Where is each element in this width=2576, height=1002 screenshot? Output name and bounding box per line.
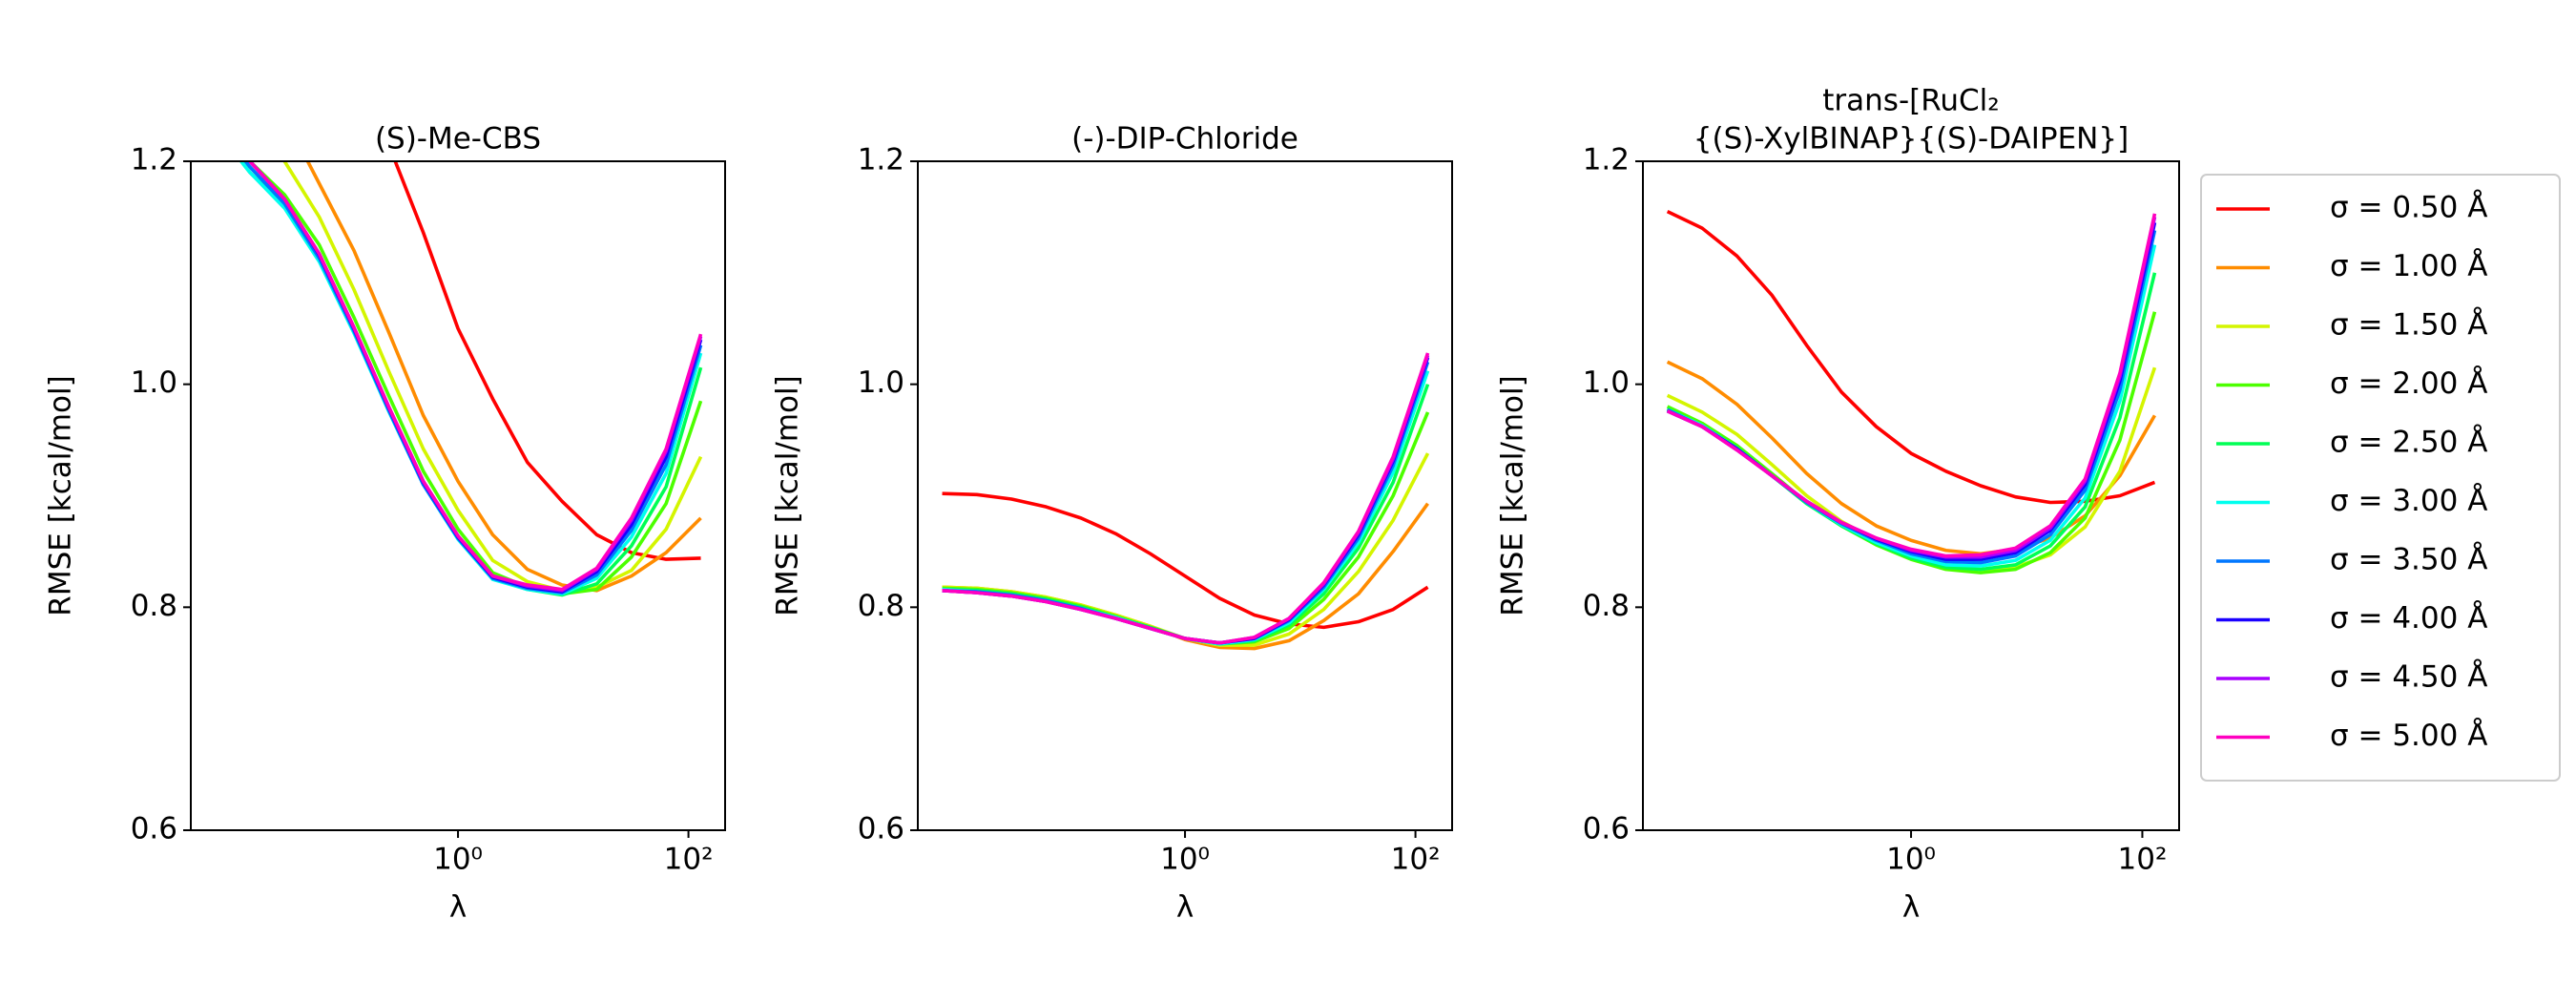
plot-area: [1666, 209, 2157, 574]
y-tick-label: 0.8: [131, 589, 177, 623]
axes-frame: [1642, 160, 2180, 831]
x-tick-label: 10²: [2118, 843, 2168, 877]
legend-frame: [2200, 174, 2561, 782]
plot-area: [942, 352, 1430, 651]
x-tick-label: 10⁰: [1886, 843, 1936, 877]
series-line: [1666, 213, 2157, 558]
series-line: [942, 384, 1430, 646]
legend-label: σ = 2.00 Å: [2330, 366, 2487, 401]
series-line: [942, 370, 1430, 646]
series-line: [247, 161, 703, 592]
series-line: [942, 491, 1429, 630]
series-line: [1666, 217, 2157, 559]
series-line: [305, 161, 702, 593]
y-axis-label: RMSE [kcal/mol]: [1496, 375, 1530, 616]
y-tick-label: 1.2: [858, 143, 904, 177]
y-tick-label: 1.2: [131, 143, 177, 177]
y-tick-label: 0.6: [858, 812, 904, 846]
chart-title: trans-[RuCl₂: [1822, 84, 1999, 118]
y-tick-label: 1.0: [1583, 365, 1630, 400]
y-axis-label: RMSE [kcal/mol]: [771, 375, 805, 616]
series-line: [1666, 311, 2157, 574]
y-tick-label: 0.6: [1583, 812, 1630, 846]
legend-label: σ = 1.00 Å: [2330, 249, 2487, 283]
series-line: [247, 161, 703, 593]
y-tick-label: 0.8: [1583, 589, 1630, 623]
y-tick-label: 1.2: [1583, 143, 1630, 177]
x-tick-label: 10²: [1391, 843, 1441, 877]
legend-label: σ = 4.50 Å: [2330, 660, 2487, 695]
x-axis-label: λ: [1902, 890, 1920, 925]
series-line: [1666, 360, 2156, 556]
y-tick-label: 1.0: [858, 365, 904, 400]
legend-label: σ = 3.50 Å: [2330, 543, 2487, 577]
legend-label: σ = 2.50 Å: [2330, 426, 2487, 460]
x-tick-label: 10⁰: [1160, 843, 1210, 877]
legend-label: σ = 4.00 Å: [2330, 601, 2487, 636]
chart-title: (-)-DIP-Chloride: [1071, 122, 1298, 157]
series-line: [247, 161, 703, 596]
legend-label: σ = 1.50 Å: [2330, 308, 2487, 343]
y-tick-label: 1.0: [131, 365, 177, 400]
x-axis-label: λ: [1176, 890, 1194, 925]
series-line: [1666, 272, 2157, 572]
series-line: [1666, 209, 2156, 505]
legend-label: σ = 0.50 Å: [2330, 191, 2487, 225]
series-line: [393, 161, 701, 561]
x-axis-label: λ: [449, 890, 467, 925]
y-axis-label: RMSE [kcal/mol]: [44, 375, 78, 616]
series-line: [942, 411, 1430, 646]
x-tick-label: 10⁰: [433, 843, 483, 877]
chart-title: (S)-Me-CBS: [375, 122, 541, 157]
series-line: [942, 352, 1430, 645]
series-line: [281, 161, 703, 593]
x-tick-label: 10²: [664, 843, 714, 877]
plot-area: [239, 161, 703, 597]
legend-label: σ = 3.00 Å: [2330, 484, 2487, 518]
y-tick-label: 0.6: [131, 812, 177, 846]
y-tick-label: 0.8: [858, 589, 904, 623]
legend-label: σ = 5.00 Å: [2330, 719, 2487, 753]
series-line: [942, 361, 1430, 645]
legend: σ = 0.50 Å σ = 1.00 Å σ = 1.50 Å σ = 2.00 Å…: [2200, 174, 2561, 782]
chart-title: {(S)-XylBINAP}{(S)-DAIPEN}]: [1693, 122, 2129, 157]
